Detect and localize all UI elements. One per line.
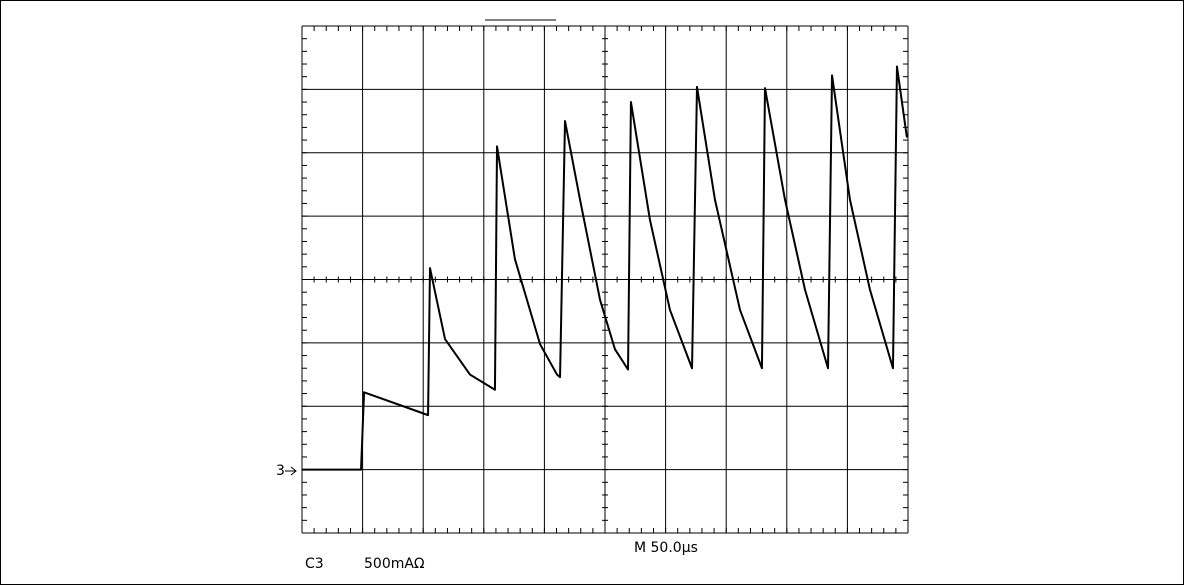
channel-marker: 3 (276, 463, 285, 479)
channel-label: C3 (305, 556, 324, 572)
marker-arrow (285, 466, 297, 476)
timebase-label: M 50.0µs (634, 540, 698, 556)
waveform (302, 65, 908, 471)
scale-label: 500mAΩ (364, 556, 425, 572)
